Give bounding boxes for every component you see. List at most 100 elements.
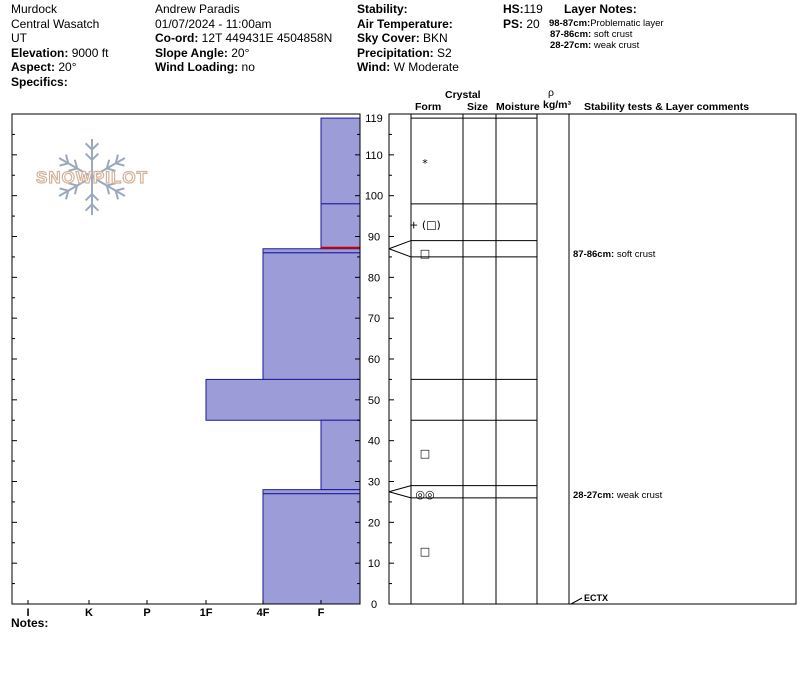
hardness-bar <box>320 419 361 491</box>
hardness-bar <box>205 378 361 421</box>
header-col-observer: Andrew Paradis 01/07/2024 - 11:00am Co-o… <box>155 2 332 75</box>
snowflake-branch <box>65 190 70 200</box>
y-tick-label: 40 <box>368 436 380 448</box>
layer-notes-list: 98-87cm:Problematic layer 87-86cm: soft … <box>549 18 664 51</box>
hardness-bar <box>320 117 361 205</box>
precipitation: Precipitation: S2 <box>357 45 452 60</box>
datetime: 01/07/2024 - 11:00am <box>155 16 272 31</box>
test-pointer <box>570 597 583 605</box>
x-tick-label: P <box>143 607 150 619</box>
col-moisture: Moisture <box>496 101 540 113</box>
hs: HS:119 <box>503 2 543 16</box>
layer-connector <box>388 491 412 499</box>
snowflake-branch <box>106 182 116 187</box>
col-comments: Stability tests & Layer comments <box>584 101 750 113</box>
snowflake-branch <box>73 159 79 169</box>
col-rho: ρ <box>548 87 554 99</box>
snowflake-branch <box>68 182 78 187</box>
range: Central Wasatch <box>11 16 100 31</box>
col-density-unit: kg/m³ <box>543 99 572 111</box>
svg-text:SNOWPILOT: SNOWPILOT <box>36 168 148 187</box>
x-tick-label: 4F <box>257 607 270 619</box>
observer: Andrew Paradis <box>155 2 240 16</box>
layer-connector <box>388 240 412 250</box>
y-tick-label: 70 <box>368 313 380 325</box>
snowflake-branch <box>105 185 111 195</box>
state: UT <box>11 31 27 46</box>
snowflake-branch <box>115 187 125 192</box>
grain-form-symbol: ◎◎ <box>415 488 434 501</box>
layer-comment: 87-86cm: soft crust <box>573 249 656 260</box>
grain-form-symbol: □ <box>420 447 430 460</box>
snowflake-branch <box>114 190 119 200</box>
snowflake-branch <box>114 154 119 164</box>
snowflake-arm <box>91 176 126 197</box>
y-tick-label: 20 <box>368 517 380 529</box>
y-tick-label: 119 <box>365 113 383 125</box>
snowflake-branch <box>65 154 70 164</box>
layer-notes-title: Layer Notes: <box>564 2 637 16</box>
layer-note: 87-86cm: soft crust <box>550 29 633 40</box>
hardness-bar <box>262 489 361 495</box>
snowflake-branch <box>84 152 93 161</box>
col-crystal: Crystal <box>445 89 481 101</box>
grain-form-symbol: * <box>422 157 428 170</box>
layer-note: 98-87cm:Problematic layer <box>549 18 664 29</box>
stability: Stability: <box>357 2 408 16</box>
layer-note: 28-27cm: weak crust <box>550 40 640 51</box>
grain-form-symbol: □ <box>420 247 430 260</box>
ps: PS: 20 <box>503 16 540 31</box>
slope-angle: Slope Angle: 20° <box>155 45 250 60</box>
snowflake-branch <box>73 185 79 195</box>
snowflake-branch <box>91 193 100 202</box>
y-tick-label: 50 <box>368 395 380 407</box>
wind-loading: Wind Loading: no <box>155 60 255 75</box>
snowflake-branch <box>105 159 111 169</box>
y-tick-label: 80 <box>368 272 380 284</box>
snowflake-arm <box>58 157 93 178</box>
x-tick-label: K <box>85 607 93 619</box>
header-col-location: Murdock Central Wasatch UT Elevation: 90… <box>11 2 108 90</box>
sky-cover: Sky Cover: BKN <box>357 31 448 46</box>
y-tick-label: 60 <box>368 354 380 366</box>
x-tick-label: I <box>26 607 29 619</box>
location: Murdock <box>11 2 58 16</box>
snowflake-branch <box>84 142 93 151</box>
y-tick-label: 110 <box>365 150 383 162</box>
snowflake-branch <box>91 142 100 151</box>
snowflake-branch <box>59 187 69 192</box>
snowflake-branch <box>91 152 100 161</box>
wind: Wind: W Moderate <box>357 60 459 75</box>
hardness-bar <box>320 203 361 250</box>
col-size: Size <box>467 101 489 113</box>
snowflake-branch <box>84 203 93 212</box>
x-tick-label: 1F <box>200 607 213 619</box>
snowflake-branch <box>91 203 100 212</box>
y-tick-label: 90 <box>368 232 380 244</box>
snowflake-branch <box>106 167 116 172</box>
snowflake-branch <box>115 162 125 167</box>
stability-test-label: ECTX <box>584 593 608 603</box>
hardness-bar <box>262 248 361 254</box>
snowflake-branch <box>84 193 93 202</box>
layer-comment: 28-27cm: weak crust <box>573 490 663 501</box>
layer-connector <box>388 248 412 258</box>
coord: Co-ord: 12T 449431E 4504858N <box>155 31 333 46</box>
hardness-bar <box>262 252 361 380</box>
layer-notes: Layer Notes: <box>564 2 637 17</box>
y-tick-label: 100 <box>365 191 383 203</box>
x-tick-label: F <box>318 607 325 619</box>
air-temperature: Air Temperature: <box>357 16 453 31</box>
snowflake-arm <box>91 157 126 178</box>
snowpilot-logo: SNOWPILOT <box>35 139 148 215</box>
grain-form-symbol: □ <box>420 545 430 558</box>
snowflake-branch <box>68 167 78 172</box>
snowflake-branch <box>59 162 69 167</box>
y-tick-label: 10 <box>368 558 380 570</box>
elevation: Elevation: 9000 ft <box>11 45 109 60</box>
grain-table-frame <box>388 113 797 605</box>
notes-label: Notes: <box>11 616 49 630</box>
grain-form-symbol: + (□) <box>409 218 441 231</box>
specifics-label: Specifics: <box>11 74 68 89</box>
